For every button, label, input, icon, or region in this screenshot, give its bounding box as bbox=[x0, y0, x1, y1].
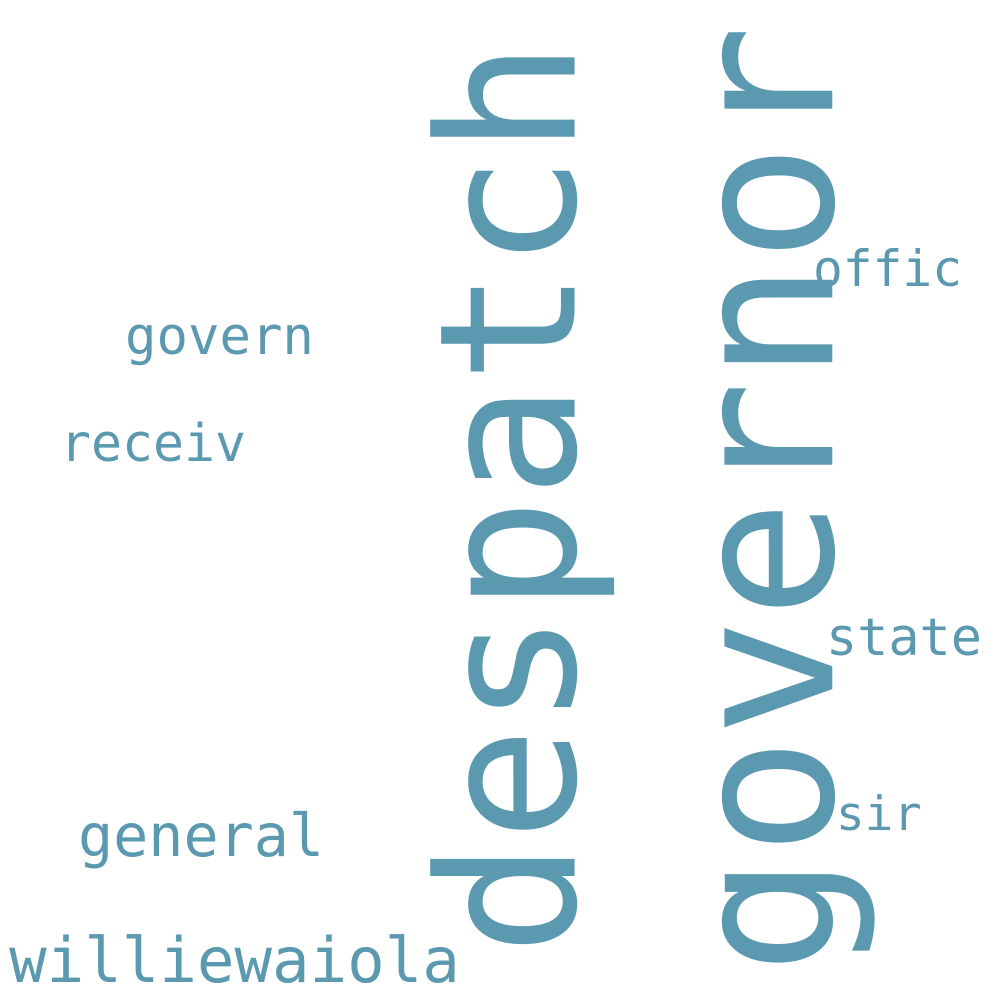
word-sir: sir bbox=[836, 787, 922, 843]
word-govern: govern bbox=[125, 305, 314, 367]
word-williewaiola: williewaiola bbox=[9, 923, 460, 997]
word-offic: offic bbox=[813, 240, 963, 299]
word-governor: governor bbox=[649, 25, 880, 975]
word-receiv: receiv bbox=[60, 414, 247, 475]
word-state: state bbox=[826, 608, 982, 669]
word-despatch: despatch bbox=[398, 39, 620, 956]
word-general: general bbox=[78, 802, 325, 871]
